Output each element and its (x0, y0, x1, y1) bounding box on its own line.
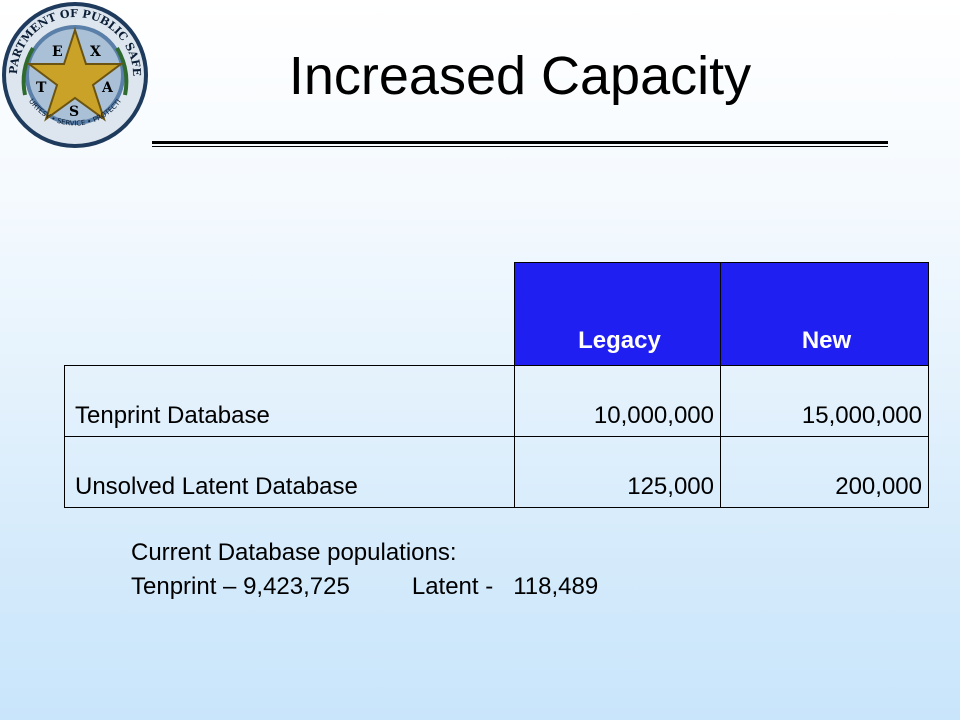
seal-letter: A (101, 80, 114, 96)
population-note: Current Database populations: Tenprint –… (131, 536, 598, 604)
row-label: Tenprint Database (64, 365, 515, 437)
capacity-table: Legacy New Tenprint Database 10,000,000 … (64, 262, 929, 508)
population-values: Tenprint – 9,423,725 Latent - 118,489 (131, 570, 598, 604)
population-heading: Current Database populations: (131, 539, 457, 566)
legacy-value: 125,000 (514, 436, 721, 508)
column-header-legacy: Legacy (514, 262, 721, 366)
legacy-value: 10,000,000 (514, 365, 721, 437)
table-corner-cell (65, 263, 515, 366)
table-row: Unsolved Latent Database 125,000 200,000 (64, 436, 929, 508)
seal-letter: E (52, 44, 63, 60)
title-rule-thin (152, 146, 888, 147)
dps-seal-logo: E X T A S DEPARTMENT OF PUBLIC SAFETY CO… (0, 0, 148, 148)
row-label: Unsolved Latent Database (64, 436, 515, 508)
tenprint-population: Tenprint – 9,423,725 (131, 573, 350, 600)
seal-letter: S (69, 104, 79, 120)
column-header-new: New (720, 262, 929, 366)
new-value: 15,000,000 (720, 365, 929, 437)
table-row: Tenprint Database 10,000,000 15,000,000 (64, 365, 929, 437)
latent-population: Latent - 118,489 (411, 573, 599, 600)
new-value: 200,000 (720, 436, 929, 508)
slide-title: Increased Capacity (288, 46, 752, 106)
seal-letter: X (90, 44, 101, 60)
table-header-row: Legacy New (65, 262, 929, 366)
seal-letter: T (36, 80, 47, 96)
title-rule (152, 141, 888, 144)
